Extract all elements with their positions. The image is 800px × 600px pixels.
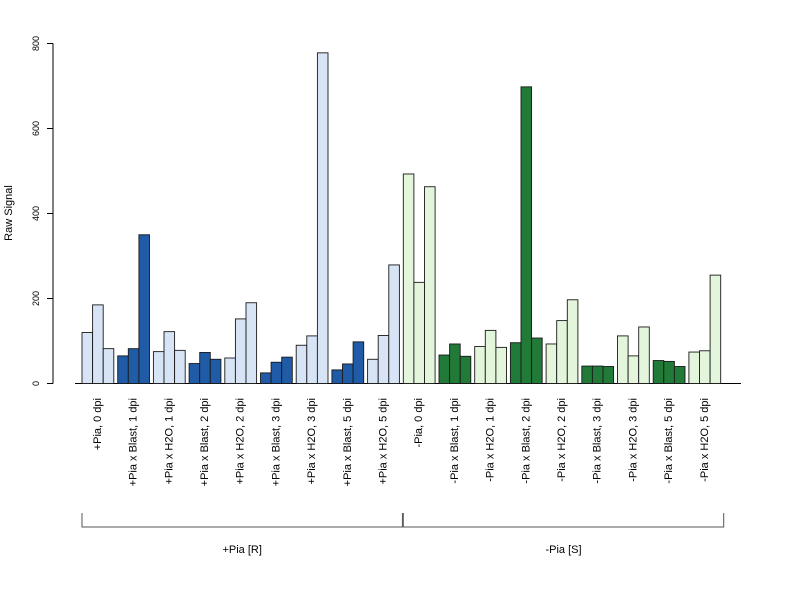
y-axis-title: Raw Signal bbox=[3, 185, 15, 241]
bar bbox=[402, 173, 415, 384]
bar bbox=[449, 343, 461, 384]
group-bracket bbox=[81, 513, 403, 528]
bar bbox=[117, 355, 129, 384]
bar bbox=[388, 264, 400, 384]
bar bbox=[556, 320, 568, 384]
y-tick-label: 600 bbox=[31, 121, 41, 136]
x-tick-label: +Pia x H2O, 3 dpi bbox=[306, 398, 318, 485]
bar bbox=[638, 326, 650, 384]
bar bbox=[367, 358, 379, 384]
bar bbox=[127, 348, 140, 384]
bar bbox=[531, 337, 543, 384]
x-tick-label: -Pia x H2O, 5 dpi bbox=[699, 398, 711, 482]
bar bbox=[234, 318, 247, 384]
group-bracket bbox=[402, 513, 725, 528]
x-tick-label: -Pia x H2O, 3 dpi bbox=[627, 398, 639, 482]
bar bbox=[688, 351, 700, 384]
bar bbox=[199, 352, 211, 384]
x-tick-label: +Pia x H2O, 5 dpi bbox=[378, 398, 390, 485]
bar bbox=[520, 86, 533, 384]
bar bbox=[102, 348, 115, 384]
x-tick-label: -Pia x Blast, 1 dpi bbox=[449, 398, 461, 484]
bar bbox=[163, 331, 176, 384]
bar bbox=[281, 356, 293, 384]
y-tick-label: 400 bbox=[31, 206, 41, 221]
y-tick-label: 800 bbox=[31, 36, 41, 51]
bar bbox=[424, 186, 436, 384]
bar bbox=[474, 346, 486, 384]
x-tick-label: +Pia x Blast, 2 dpi bbox=[199, 398, 211, 486]
y-axis: 0 200 400 600 800 bbox=[31, 36, 54, 386]
bar bbox=[92, 304, 104, 384]
bar bbox=[316, 52, 329, 384]
x-tick-label: -Pia x Blast, 2 dpi bbox=[520, 398, 532, 484]
bar bbox=[295, 344, 308, 384]
x-tick-label: -Pia, 0 dpi bbox=[413, 398, 425, 448]
y-tick-label: 0 bbox=[31, 381, 41, 386]
bar bbox=[581, 365, 593, 384]
bar bbox=[602, 366, 615, 384]
bar bbox=[509, 342, 522, 384]
bar bbox=[709, 274, 722, 384]
x-tick-label: -Pia x Blast, 3 dpi bbox=[592, 398, 604, 484]
bar bbox=[331, 369, 343, 384]
group-label: +Pia [R] bbox=[222, 544, 261, 556]
bar bbox=[566, 299, 579, 384]
group-brackets: +Pia [R] -Pia [S] bbox=[81, 513, 725, 556]
bar bbox=[413, 281, 425, 384]
bars bbox=[81, 52, 722, 384]
bar bbox=[438, 354, 451, 384]
bar bbox=[188, 363, 201, 384]
x-tick-label: +Pia, 0 dpi bbox=[92, 398, 104, 450]
x-tick-label: -Pia x Blast, 5 dpi bbox=[663, 398, 675, 484]
bar bbox=[224, 357, 236, 384]
x-tick-label: +Pia x H2O, 2 dpi bbox=[235, 398, 247, 485]
bar bbox=[617, 335, 629, 384]
bar bbox=[81, 332, 94, 384]
bar bbox=[352, 341, 365, 384]
bar bbox=[152, 351, 165, 384]
bar bbox=[459, 355, 472, 384]
bar bbox=[699, 350, 711, 384]
x-tick-label: +Pia x Blast, 1 dpi bbox=[128, 398, 140, 486]
bar bbox=[138, 234, 150, 384]
bar bbox=[342, 363, 354, 384]
bar bbox=[652, 360, 665, 384]
x-tick-label: +Pia x H2O, 1 dpi bbox=[163, 398, 175, 485]
bar bbox=[209, 358, 222, 384]
bar bbox=[495, 346, 507, 384]
bar bbox=[306, 335, 318, 384]
bar bbox=[627, 355, 640, 384]
bar bbox=[484, 329, 497, 384]
bar bbox=[591, 365, 604, 384]
bar bbox=[260, 372, 272, 384]
group-label: -Pia [S] bbox=[545, 544, 581, 556]
bar bbox=[673, 366, 686, 384]
x-tick-label: -Pia x H2O, 1 dpi bbox=[485, 398, 497, 482]
x-tick-label: +Pia x Blast, 5 dpi bbox=[342, 398, 354, 486]
bar bbox=[245, 302, 258, 384]
x-tick-label: -Pia x H2O, 2 dpi bbox=[556, 398, 568, 482]
bar bbox=[174, 349, 186, 384]
category-labels: +Pia, 0 dpi +Pia x Blast, 1 dpi +Pia x H2O… bbox=[92, 398, 711, 486]
bar bbox=[377, 335, 390, 384]
x-tick-label: +Pia x Blast, 3 dpi bbox=[270, 398, 282, 486]
bar bbox=[663, 360, 675, 384]
y-tick-label: 200 bbox=[31, 291, 41, 306]
bar bbox=[270, 361, 283, 384]
bar bbox=[545, 343, 558, 384]
